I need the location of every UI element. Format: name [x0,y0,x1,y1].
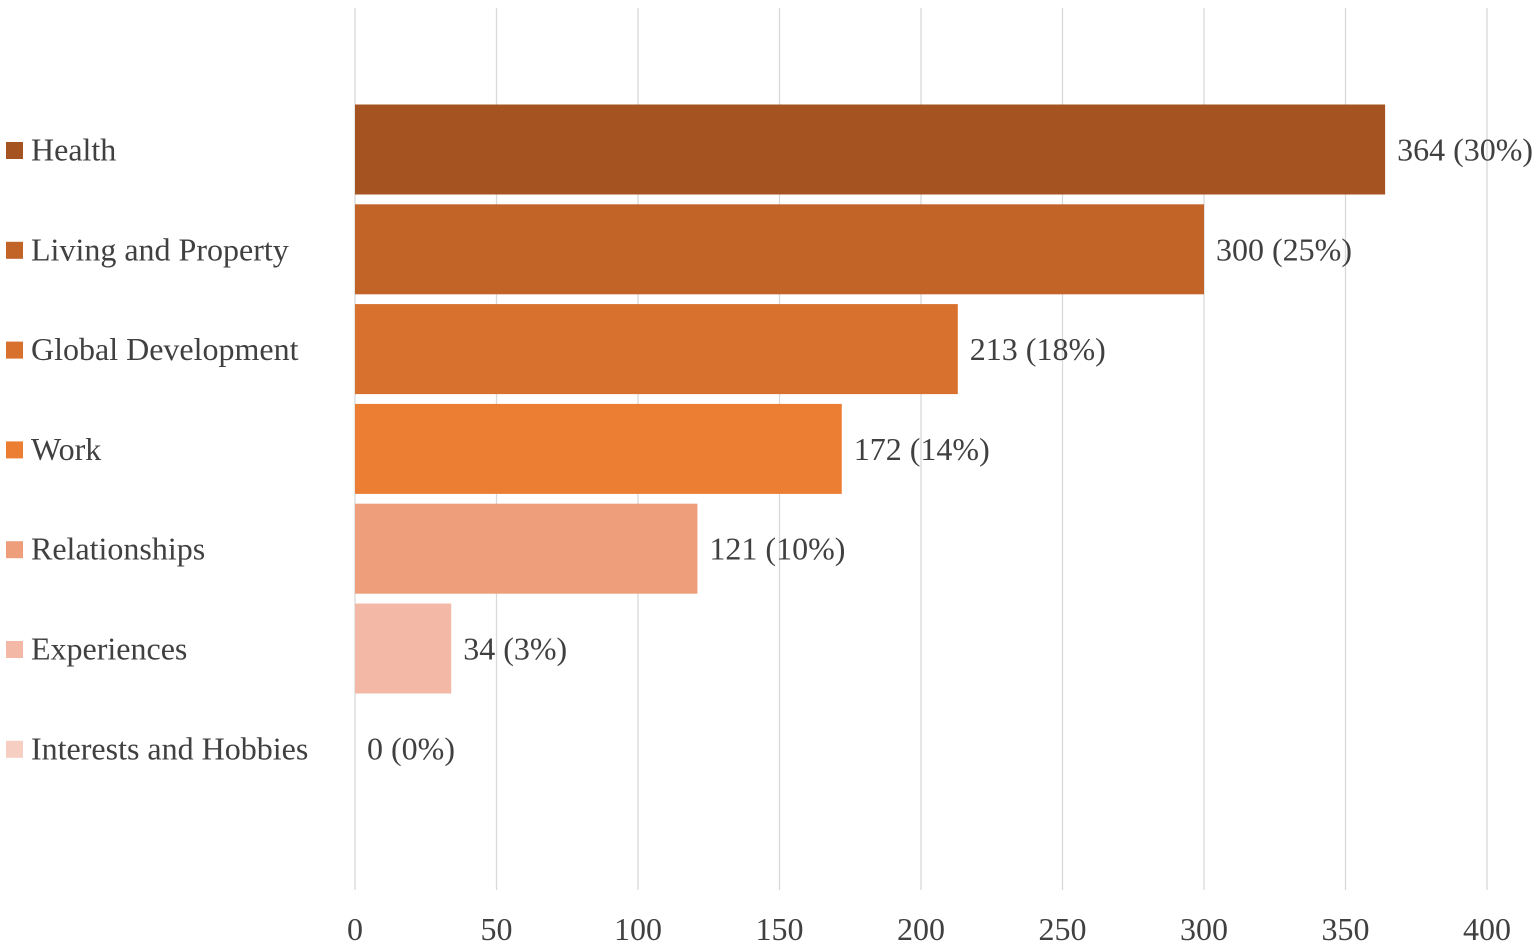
legend-swatch [6,740,23,758]
bar [355,503,698,594]
data-label: 0 (0%) [367,730,455,766]
legend-label: Health [31,132,116,168]
legend: Health Living and Property Global Developm… [6,132,308,766]
x-tick-label: 150 [756,911,804,947]
bars [355,104,1386,694]
bar [355,104,1386,195]
data-label: 364 (30%) [1397,132,1533,168]
bar [355,403,842,494]
bar [355,304,958,395]
data-label: 172 (14%) [854,431,990,467]
legend-swatch [6,341,23,359]
bar [355,603,452,694]
legend-swatch [6,541,23,559]
legend-label: Experiences [31,631,187,667]
x-tick-label: 250 [1039,911,1087,947]
legend-label: Work [31,431,101,467]
legend-swatch [6,142,23,159]
x-tick-label: 0 [347,911,363,947]
x-tick-label: 100 [614,911,662,947]
legend-label: Living and Property [31,231,289,267]
legend-swatch [6,241,23,259]
legend-swatch [6,441,23,459]
data-label: 34 (3%) [463,631,567,667]
x-axis-ticks: 0 50 100 150 200 250 300 350 400 [347,911,1511,947]
legend-swatch [6,641,23,658]
x-tick-label: 200 [897,911,945,947]
data-labels: 364 (30%) 300 (25%) 213 (18%) 172 (14%) 121 … [367,132,1533,767]
x-tick-label: 350 [1322,911,1370,947]
x-tick-label: 300 [1180,911,1228,947]
data-label: 121 (10%) [709,531,845,567]
data-label: 213 (18%) [970,331,1106,367]
legend-label: Global Development [31,331,299,367]
x-tick-label: 50 [481,911,513,947]
x-tick-label: 400 [1463,911,1511,947]
data-label: 300 (25%) [1216,231,1352,267]
legend-label: Relationships [31,531,205,567]
bar [355,204,1204,295]
legend-label: Interests and Hobbies [31,730,308,766]
